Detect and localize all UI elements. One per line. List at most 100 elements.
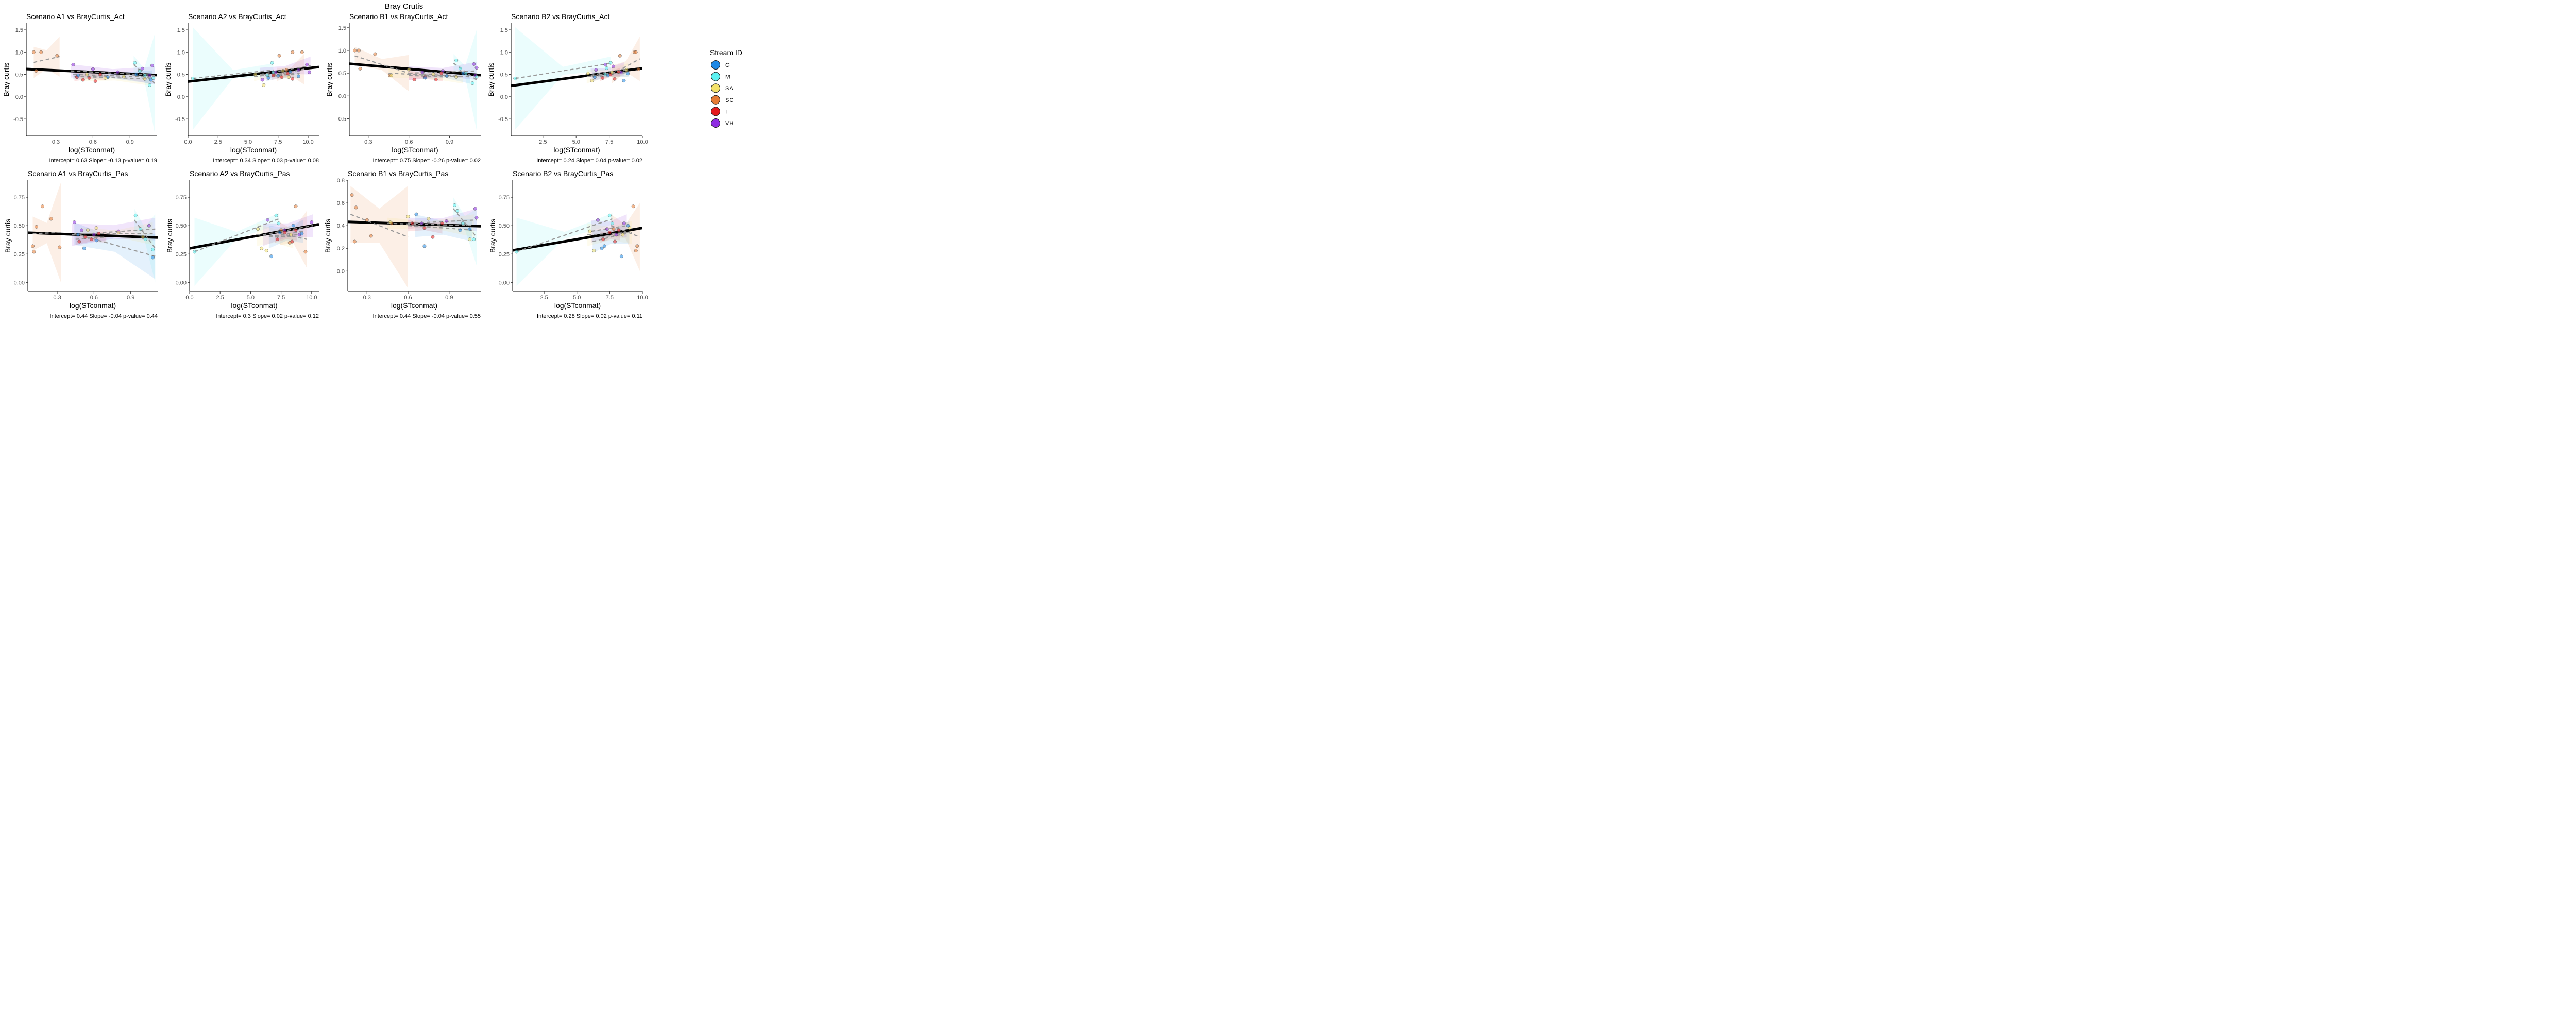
data-point-VH	[420, 70, 425, 74]
data-point-M	[461, 221, 465, 226]
x-axis-label: log(STconmat)	[69, 146, 115, 154]
data-point-VH	[274, 70, 278, 74]
data-point-SC	[352, 239, 357, 244]
panels: Scenario A1 vs BrayCurtis_Act 0.3 0.6 0.9 -0…	[2, 12, 648, 319]
overall-fit-line	[190, 223, 319, 250]
data-point-T	[83, 235, 88, 239]
data-point-SC	[636, 67, 640, 71]
data-point-C	[76, 233, 80, 237]
x-tick-label: 7.5	[274, 139, 282, 145]
y-tick-label: 0.50	[176, 223, 187, 229]
data-point-C	[276, 74, 280, 78]
y-axis-label: Bray curtis	[488, 219, 497, 253]
data-point-VH	[611, 64, 615, 68]
data-point-SC	[277, 54, 281, 58]
data-point-M	[472, 237, 476, 242]
data-point-M	[453, 203, 456, 207]
group-fit-line-M	[516, 218, 613, 252]
data-point-SA	[592, 249, 596, 253]
stats-caption: Intercept= 0.3 Slope= 0.02 p-value= 0.12	[216, 313, 319, 319]
data-point-C	[626, 224, 630, 228]
data-point-SA	[610, 70, 614, 74]
y-tick-label: 1.5	[177, 27, 185, 33]
data-point-M	[133, 213, 138, 217]
y-tick-label: 1.5	[15, 27, 23, 33]
x-tick-label: 5.0	[573, 295, 581, 301]
data-point-VH	[150, 63, 154, 67]
group-fit-line-M	[515, 62, 611, 79]
group-fit-line-C	[74, 233, 156, 257]
data-point-SA	[253, 73, 257, 76]
data-point-T	[440, 221, 444, 226]
data-point-M	[515, 250, 519, 254]
panel-title: Scenario A2 vs BrayCurtis_Pas	[190, 169, 290, 178]
y-axis-label: Bray curtis	[325, 62, 333, 96]
data-point-M	[133, 61, 137, 65]
data-point-SC	[300, 50, 304, 54]
data-point-SC	[41, 204, 44, 209]
data-point-SC	[369, 234, 373, 238]
panel-title: Scenario A1 vs BrayCurtis_Act	[26, 12, 125, 21]
panel-8: Scenario B2 vs BrayCurtis_Pas 2.5 5.0 7.5 10…	[488, 169, 648, 319]
confidence-band-C	[268, 220, 303, 249]
legend: Stream ID CM SA SC T VH	[710, 48, 742, 128]
stats-caption: Intercept= 0.75 Slope= -0.26 p-value= 0.…	[373, 158, 481, 164]
panel-title: Scenario B2 vs BrayCurtis_Act	[511, 12, 610, 21]
y-tick-label: 0.5	[338, 71, 346, 77]
group-fit-line-C	[266, 73, 300, 77]
confidence-band-SC	[350, 186, 408, 288]
data-point-T	[285, 72, 290, 76]
data-point-SA	[260, 246, 264, 250]
panel-4: Scenario B2 vs BrayCurtis_Act 2.5 5.0 7.5 10…	[487, 12, 648, 164]
data-point-T	[434, 78, 438, 81]
data-point-T	[601, 76, 605, 80]
data-point-T	[81, 78, 85, 82]
y-tick-label: 0.5	[500, 72, 508, 78]
y-tick-label: 1.0	[338, 48, 346, 54]
data-point-M	[459, 66, 463, 71]
data-point-M	[148, 83, 152, 87]
y-axis-label: Bray curtis	[4, 219, 12, 253]
data-point-T	[97, 232, 101, 236]
data-point-T	[613, 239, 617, 244]
x-tick-label: 0.9	[127, 295, 134, 301]
x-axis-label: log(STconmat)	[231, 301, 277, 310]
panel-title: Scenario B1 vs BrayCurtis_Act	[349, 12, 448, 21]
data-point-SC	[618, 54, 622, 58]
data-point-VH	[473, 207, 477, 211]
group-fit-line-VH	[262, 225, 313, 235]
x-axis-label: log(STconmat)	[70, 301, 116, 310]
data-point-C	[461, 71, 465, 75]
figure: Bray Crutis Scenario A1 vs BrayCurtis_Ac…	[2, 2, 742, 319]
data-point-C	[266, 76, 270, 80]
data-point-M	[138, 69, 142, 73]
data-point-M	[611, 221, 614, 226]
y-tick-label: 0.00	[499, 280, 510, 286]
data-point-VH	[622, 221, 626, 226]
data-point-SC	[634, 249, 638, 253]
data-point-T	[290, 239, 294, 244]
panel-title: Scenario B1 vs BrayCurtis_Pas	[348, 169, 448, 178]
y-tick-label: 1.0	[177, 49, 185, 56]
data-point-SC	[291, 50, 295, 54]
data-point-M	[277, 221, 281, 226]
legend-label-M: M	[725, 74, 730, 80]
y-tick-label: 0.50	[499, 223, 510, 229]
confidence-band-M	[133, 34, 155, 133]
x-tick-label: 5.0	[244, 139, 252, 145]
data-point-VH	[594, 68, 598, 72]
data-point-SC	[634, 50, 638, 54]
data-point-VH	[474, 216, 479, 220]
y-axis-label: Bray curtis	[164, 62, 172, 96]
data-point-C	[445, 74, 449, 78]
data-point-T	[276, 237, 279, 242]
data-point-VH	[420, 221, 424, 226]
x-tick-label: 5.0	[247, 295, 255, 301]
y-tick-label: 0.4	[337, 223, 345, 229]
data-point-M	[193, 250, 196, 254]
data-point-VH	[71, 63, 75, 66]
data-point-T	[617, 70, 621, 74]
data-point-VH	[72, 220, 76, 225]
y-tick-label: 0.25	[176, 251, 187, 258]
data-point-SA	[256, 227, 260, 231]
